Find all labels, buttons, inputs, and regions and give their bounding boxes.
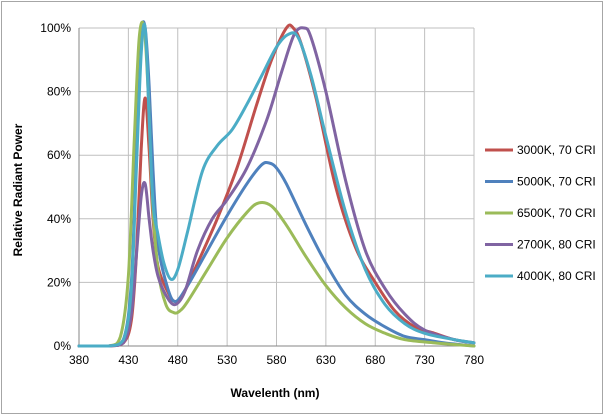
x-tick-label: 580	[266, 353, 286, 367]
legend-item-3000k-70-cri: 3000K, 70 CRI	[485, 143, 596, 157]
legend-item-4000k-80-cri: 4000K, 80 CRI	[485, 269, 596, 283]
y-tick-label: 100%	[40, 21, 71, 35]
y-tick-label: 40%	[47, 212, 71, 226]
series-line-3000k-70-cri	[77, 23, 476, 348]
y-axis-title: Relative Radiant Power	[11, 123, 25, 256]
y-tick-label: 0%	[54, 339, 72, 353]
series-line-2700k-80-cri	[77, 26, 476, 348]
x-tick-label: 530	[217, 353, 237, 367]
x-tick-label: 480	[168, 353, 188, 367]
x-tick-label: 730	[415, 353, 435, 367]
legend-label: 4000K, 80 CRI	[517, 269, 596, 283]
series-line-4000k-80-cri	[77, 22, 476, 348]
legend-label: 5000K, 70 CRI	[517, 175, 596, 189]
series-line-6500k-70-cri	[77, 20, 476, 348]
y-tick-label: 60%	[47, 148, 71, 162]
x-tick-label: 380	[69, 353, 89, 367]
x-tick-label: 630	[316, 353, 336, 367]
x-tick-label: 680	[365, 353, 385, 367]
legend-item-5000k-70-cri: 5000K, 70 CRI	[485, 175, 596, 189]
y-tick-label: 20%	[47, 275, 71, 289]
x-tick-label: 780	[464, 353, 484, 367]
x-tick-label: 430	[118, 353, 138, 367]
legend-label: 6500K, 70 CRI	[517, 206, 596, 220]
series-layer	[77, 20, 476, 348]
y-tick-label: 80%	[47, 85, 71, 99]
tick-layer: 380 430 480 530 580 630 680 730 780 0% 20% 40% 60% 80…	[40, 21, 484, 367]
x-axis-title: Wavelenth (nm)	[231, 386, 320, 400]
legend-item-6500k-70-cri: 6500K, 70 CRI	[485, 206, 596, 220]
legend-label: 3000K, 70 CRI	[517, 143, 596, 157]
axis-layer	[78, 28, 474, 347]
legend-label: 2700K, 80 CRI	[517, 238, 596, 252]
legend: 3000K, 70 CRI 5000K, 70 CRI 6500K, 70 CRI 2…	[485, 143, 596, 283]
legend-item-2700k-80-cri: 2700K, 80 CRI	[485, 238, 596, 252]
